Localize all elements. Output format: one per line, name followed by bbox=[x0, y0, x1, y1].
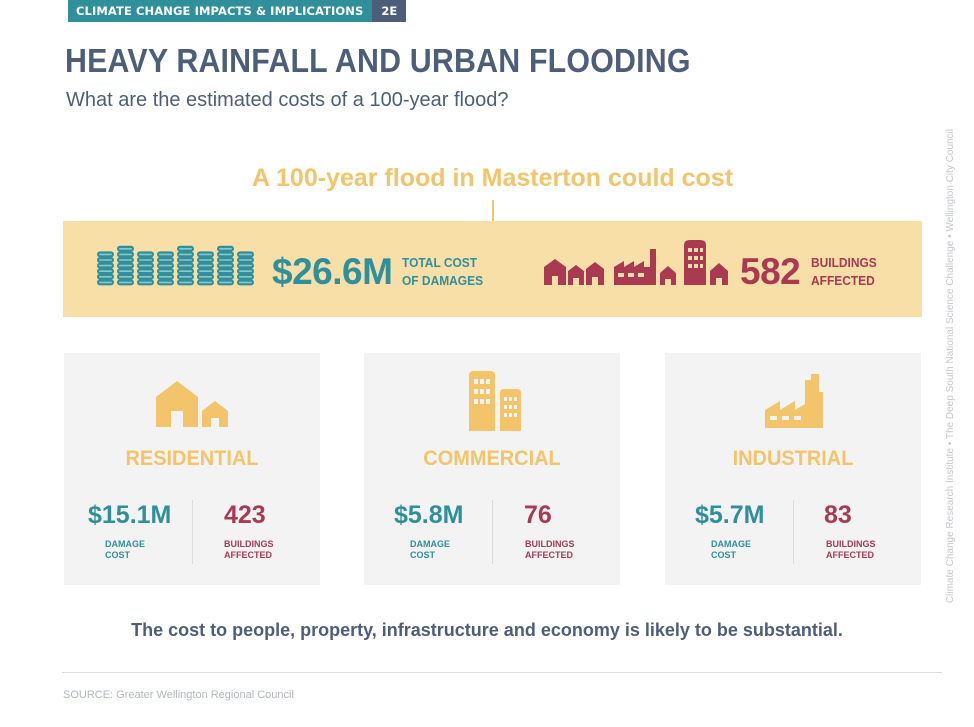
damage-cost-value: $15.1M bbox=[88, 501, 172, 529]
total-cost-value: $26.6M bbox=[272, 251, 393, 292]
damage-cost-label: DAMAGE COST bbox=[105, 539, 145, 561]
damage-cost-label: DAMAGE COST bbox=[711, 539, 751, 561]
damage-cost-value: $5.8M bbox=[394, 501, 464, 529]
label-line: BUILDINGS bbox=[525, 539, 575, 549]
label-line: COST bbox=[410, 550, 436, 560]
card-industrial: INDUSTRIAL $5.7M DAMAGE COST 83 BUILDING… bbox=[665, 353, 921, 585]
total-cost-label-line-1: TOTAL COST bbox=[402, 255, 478, 270]
buildings-affected-value: 423 bbox=[224, 501, 266, 529]
card-commercial: COMMERCIAL $5.8M DAMAGE COST 76 BUILDING… bbox=[364, 353, 620, 585]
city-buildings-icon bbox=[544, 240, 728, 285]
conclusion-text: The cost to people, property, infrastruc… bbox=[131, 620, 843, 640]
label-line: AFFECTED bbox=[525, 550, 573, 560]
label-line: COST bbox=[105, 550, 131, 560]
card-title: RESIDENTIAL bbox=[125, 447, 259, 470]
page-title: HEAVY RAINFALL AND URBAN FLOODING bbox=[65, 42, 691, 79]
label-line: COST bbox=[711, 550, 737, 560]
buildings-affected-label: BUILDINGS AFFECTED bbox=[224, 539, 274, 561]
buildings-affected-label: BUILDINGS AFFECTED bbox=[525, 539, 575, 561]
label-line: AFFECTED bbox=[224, 550, 272, 560]
label-line: DAMAGE bbox=[105, 539, 145, 549]
total-cost-label: TOTAL COST OF DAMAGES bbox=[402, 254, 483, 290]
summary-headline: A 100-year flood in Masterton could cost bbox=[251, 164, 734, 192]
total-buildings-label-line-2: AFFECTED bbox=[811, 273, 875, 288]
label-line: BUILDINGS bbox=[826, 539, 876, 549]
office-buildings-icon bbox=[469, 371, 521, 431]
label-line: AFFECTED bbox=[826, 550, 874, 560]
houses-icon bbox=[156, 381, 228, 427]
total-buildings-label: BUILDINGS AFFECTED bbox=[811, 254, 877, 290]
card-divider bbox=[492, 500, 493, 564]
label-line: DAMAGE bbox=[711, 539, 751, 549]
coin-stacks-icon bbox=[97, 245, 254, 286]
card-title: INDUSTRIAL bbox=[732, 447, 854, 470]
card-divider bbox=[793, 500, 794, 564]
footer-divider bbox=[62, 672, 942, 673]
damage-cost-value: $5.7M bbox=[695, 501, 765, 529]
page-subtitle: What are the estimated costs of a 100-ye… bbox=[66, 89, 509, 111]
section-label: CLIMATE CHANGE IMPACTS & IMPLICATIONS bbox=[68, 0, 373, 22]
label-line: BUILDINGS bbox=[224, 539, 274, 549]
buildings-affected-value: 76 bbox=[524, 501, 552, 529]
card-title: COMMERCIAL bbox=[423, 447, 561, 470]
total-buildings-label-line-1: BUILDINGS bbox=[811, 255, 877, 270]
buildings-affected-label: BUILDINGS AFFECTED bbox=[826, 539, 876, 561]
section-code: 2E bbox=[372, 0, 407, 22]
total-cost-label-line-2: OF DAMAGES bbox=[402, 273, 484, 288]
factory-icon bbox=[765, 374, 823, 428]
card-residential: RESIDENTIAL $15.1M DAMAGE COST 423 BUILD… bbox=[64, 353, 320, 585]
buildings-affected-value: 83 bbox=[824, 501, 852, 529]
total-buildings-value: 582 bbox=[740, 251, 801, 292]
label-line: DAMAGE bbox=[410, 539, 450, 549]
damage-cost-label: DAMAGE COST bbox=[410, 539, 450, 561]
headline-connector bbox=[492, 200, 494, 240]
section-badge: CLIMATE CHANGE IMPACTS & IMPLICATIONS 2E bbox=[68, 0, 407, 22]
card-divider bbox=[192, 500, 193, 564]
source-note: SOURCE: Greater Wellington Regional Coun… bbox=[63, 689, 294, 701]
